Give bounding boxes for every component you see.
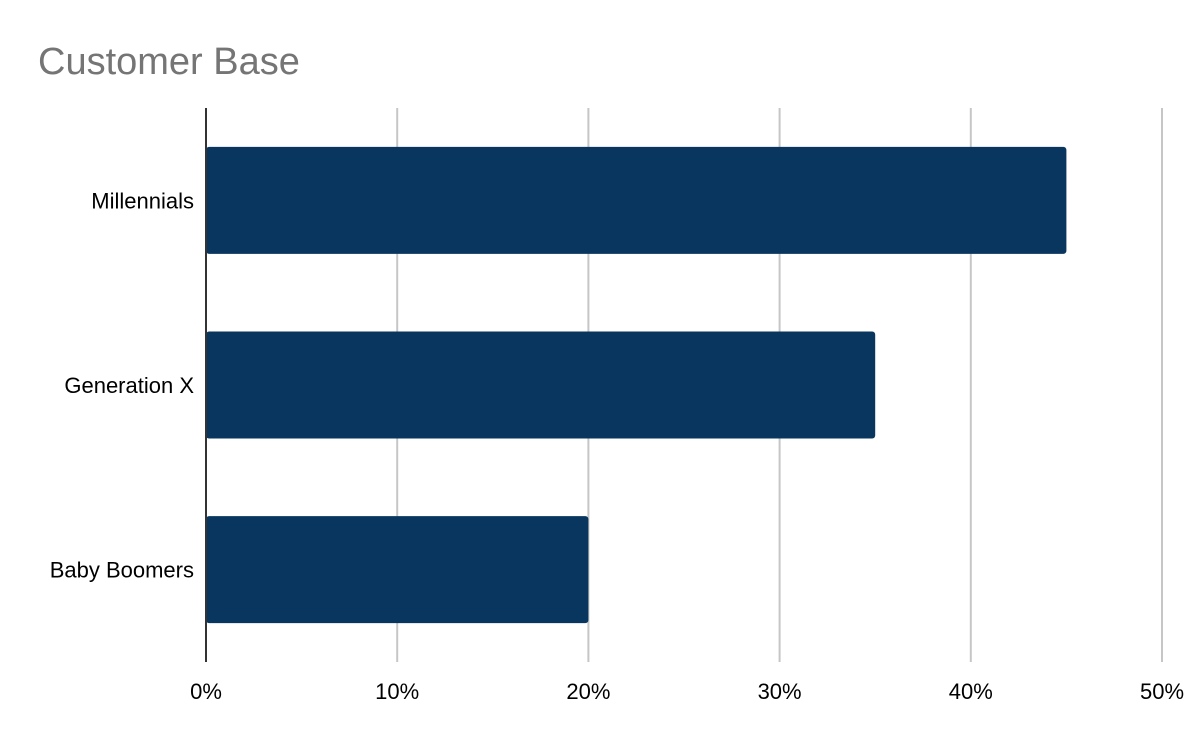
category-label: Generation X (64, 373, 194, 398)
x-tick-labels: 0% 10% 20% 30% 40% 50% (190, 679, 1184, 704)
category-label: Millennials (91, 188, 194, 213)
x-tick-label: 0% (190, 679, 222, 704)
x-tick-label: 50% (1140, 679, 1184, 704)
bar (206, 146, 1067, 254)
x-tick-label: 10% (375, 679, 419, 704)
chart-title: Customer Base (38, 41, 300, 83)
x-tick-label: 20% (566, 679, 610, 704)
category-labels: Millennials Generation X Baby Boomers (50, 188, 195, 582)
bar (206, 331, 876, 439)
x-tick-label: 40% (949, 679, 993, 704)
x-tick-label: 30% (758, 679, 802, 704)
bar (206, 516, 589, 624)
category-label: Baby Boomers (50, 558, 194, 583)
bars (206, 146, 1067, 624)
